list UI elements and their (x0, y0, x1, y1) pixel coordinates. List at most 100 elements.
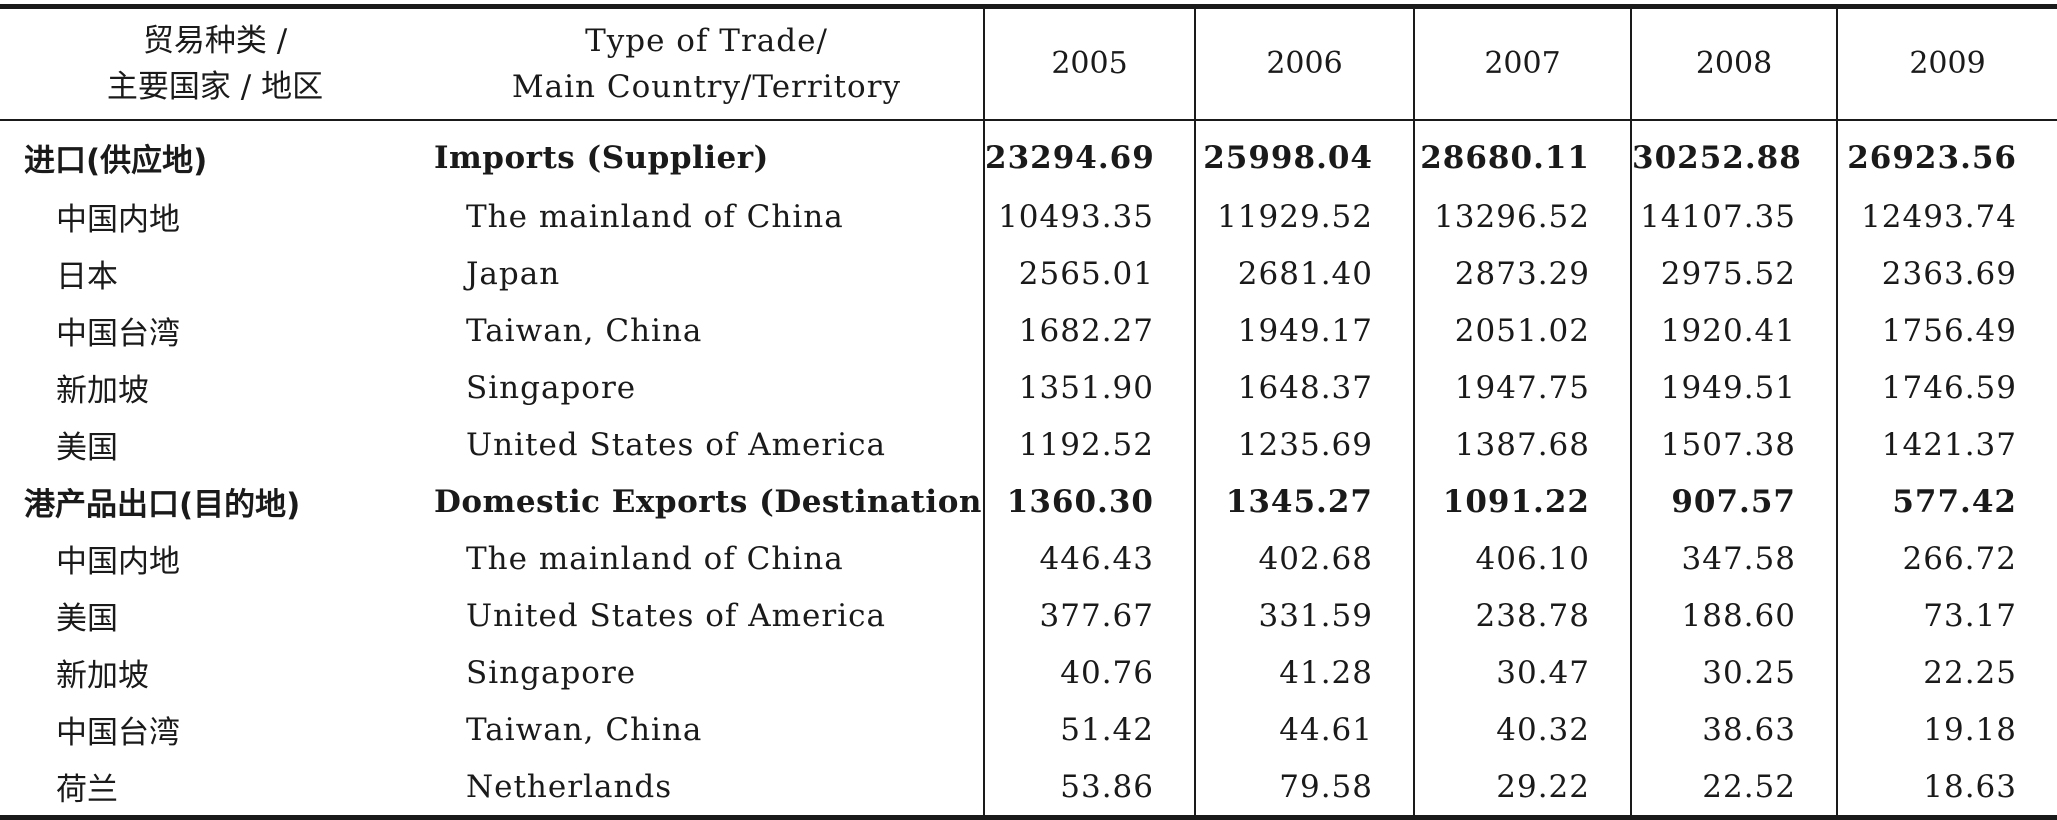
value-cell: 41.28 (1194, 644, 1414, 701)
value-cell: 1351.90 (983, 359, 1195, 416)
value-cell: 331.59 (1194, 587, 1414, 644)
row-label-en: Taiwan, China (466, 711, 703, 748)
value-cell: 402.68 (1194, 530, 1414, 587)
value-cell: 1756.49 (1836, 302, 2057, 359)
value-cell: 2363.69 (1836, 245, 2057, 302)
header-zh-line2: 主要国家 / 地区 (106, 69, 324, 105)
row-label-en: Domestic Exports (Destination) (434, 483, 984, 520)
value-cell: 73.17 (1836, 587, 2057, 644)
value-cell: 377.67 (983, 587, 1195, 644)
table-row-section: 进口(供应地) Imports (Supplier) 23294.69 2599… (0, 120, 2057, 188)
row-label-en: Imports (Supplier) (434, 139, 769, 176)
row-label-en: Singapore (466, 654, 637, 691)
value-cell: 2051.02 (1413, 302, 1631, 359)
value-cell: 1192.52 (983, 416, 1195, 473)
value-cell: 10493.35 (983, 188, 1195, 245)
header-category-zh: 贸易种类 / 主要国家 / 地区 (0, 6, 430, 121)
value-cell: 22.52 (1630, 758, 1837, 818)
value-cell: 1746.59 (1836, 359, 2057, 416)
value-cell: 14107.35 (1630, 188, 1837, 245)
value-cell: 1648.37 (1194, 359, 1414, 416)
row-label-en: Singapore (466, 369, 637, 406)
value-cell: 44.61 (1194, 701, 1414, 758)
value-cell: 1360.30 (983, 473, 1195, 530)
row-label-zh: 美国 (56, 601, 118, 637)
table-row: 新加坡 Singapore 40.76 41.28 30.47 30.25 22… (0, 644, 2057, 701)
value-cell: 28680.11 (1413, 120, 1631, 188)
value-cell: 2681.40 (1194, 245, 1414, 302)
value-cell: 79.58 (1194, 758, 1414, 818)
value-cell: 11929.52 (1194, 188, 1414, 245)
row-label-en: Japan (466, 255, 561, 292)
value-cell: 577.42 (1836, 473, 2057, 530)
table-row-section: 港产品出口(目的地) Domestic Exports (Destination… (0, 473, 2057, 530)
value-cell: 1387.68 (1413, 416, 1631, 473)
header-zh-line1: 贸易种类 / (142, 23, 288, 59)
value-cell: 23294.69 (983, 120, 1195, 188)
value-cell: 1949.17 (1194, 302, 1414, 359)
header-year: 2005 (983, 6, 1195, 121)
header-en-line2: Main Country/Territory (511, 69, 902, 105)
table-row: 日本 Japan 2565.01 2681.40 2873.29 2975.52… (0, 245, 2057, 302)
value-cell: 406.10 (1413, 530, 1631, 587)
row-label-zh: 进口(供应地) (24, 143, 208, 179)
header-year: 2009 (1836, 6, 2057, 121)
row-label-zh: 美国 (56, 430, 118, 466)
value-cell: 18.63 (1836, 758, 2057, 818)
header-category-en: Type of Trade/ Main Country/Territory (430, 6, 984, 121)
row-label-zh: 荷兰 (56, 772, 118, 808)
row-label-en: United States of America (466, 426, 886, 463)
table-row: 中国内地 The mainland of China 10493.35 1192… (0, 188, 2057, 245)
row-label-zh: 中国内地 (56, 202, 180, 238)
value-cell: 2975.52 (1630, 245, 1837, 302)
value-cell: 446.43 (983, 530, 1195, 587)
header-en-line1: Type of Trade/ (585, 23, 828, 59)
value-cell: 51.42 (983, 701, 1195, 758)
value-cell: 53.86 (983, 758, 1195, 818)
value-cell: 238.78 (1413, 587, 1631, 644)
value-cell: 1682.27 (983, 302, 1195, 359)
value-cell: 30252.88 (1630, 120, 1837, 188)
header-row: 贸易种类 / 主要国家 / 地区 Type of Trade/ Main Cou… (0, 6, 2057, 121)
row-label-zh: 中国台湾 (56, 316, 180, 352)
row-label-en: Taiwan, China (466, 312, 703, 349)
value-cell: 40.76 (983, 644, 1195, 701)
value-cell: 25998.04 (1194, 120, 1414, 188)
table-row: 美国 United States of America 1192.52 1235… (0, 416, 2057, 473)
row-label-zh: 中国台湾 (56, 715, 180, 751)
value-cell: 22.25 (1836, 644, 2057, 701)
row-label-zh: 日本 (56, 259, 118, 295)
table-row: 荷兰 Netherlands 53.86 79.58 29.22 22.52 1… (0, 758, 2057, 818)
header-year: 2008 (1630, 6, 1837, 121)
value-cell: 1947.75 (1413, 359, 1631, 416)
row-label-zh: 中国内地 (56, 544, 180, 580)
row-label-zh: 新加坡 (56, 658, 149, 694)
value-cell: 188.60 (1630, 587, 1837, 644)
value-cell: 40.32 (1413, 701, 1631, 758)
table-row: 新加坡 Singapore 1351.90 1648.37 1947.75 19… (0, 359, 2057, 416)
value-cell: 907.57 (1630, 473, 1837, 530)
table-row: 中国内地 The mainland of China 446.43 402.68… (0, 530, 2057, 587)
table-row: 中国台湾 Taiwan, China 51.42 44.61 40.32 38.… (0, 701, 2057, 758)
value-cell: 266.72 (1836, 530, 2057, 587)
row-label-en: The mainland of China (466, 540, 844, 577)
value-cell: 2565.01 (983, 245, 1195, 302)
row-label-zh: 新加坡 (56, 373, 149, 409)
table-row: 美国 United States of America 377.67 331.5… (0, 587, 2057, 644)
value-cell: 2873.29 (1413, 245, 1631, 302)
value-cell: 38.63 (1630, 701, 1837, 758)
table-row: 中国台湾 Taiwan, China 1682.27 1949.17 2051.… (0, 302, 2057, 359)
value-cell: 30.25 (1630, 644, 1837, 701)
value-cell: 13296.52 (1413, 188, 1631, 245)
value-cell: 26923.56 (1836, 120, 2057, 188)
value-cell: 30.47 (1413, 644, 1631, 701)
value-cell: 1507.38 (1630, 416, 1837, 473)
value-cell: 1949.51 (1630, 359, 1837, 416)
trade-table: 贸易种类 / 主要国家 / 地区 Type of Trade/ Main Cou… (0, 4, 2057, 820)
row-label-en: Netherlands (466, 768, 673, 805)
value-cell: 1235.69 (1194, 416, 1414, 473)
row-label-zh: 港产品出口(目的地) (24, 487, 301, 523)
row-label-en: The mainland of China (466, 198, 844, 235)
value-cell: 347.58 (1630, 530, 1837, 587)
value-cell: 19.18 (1836, 701, 2057, 758)
